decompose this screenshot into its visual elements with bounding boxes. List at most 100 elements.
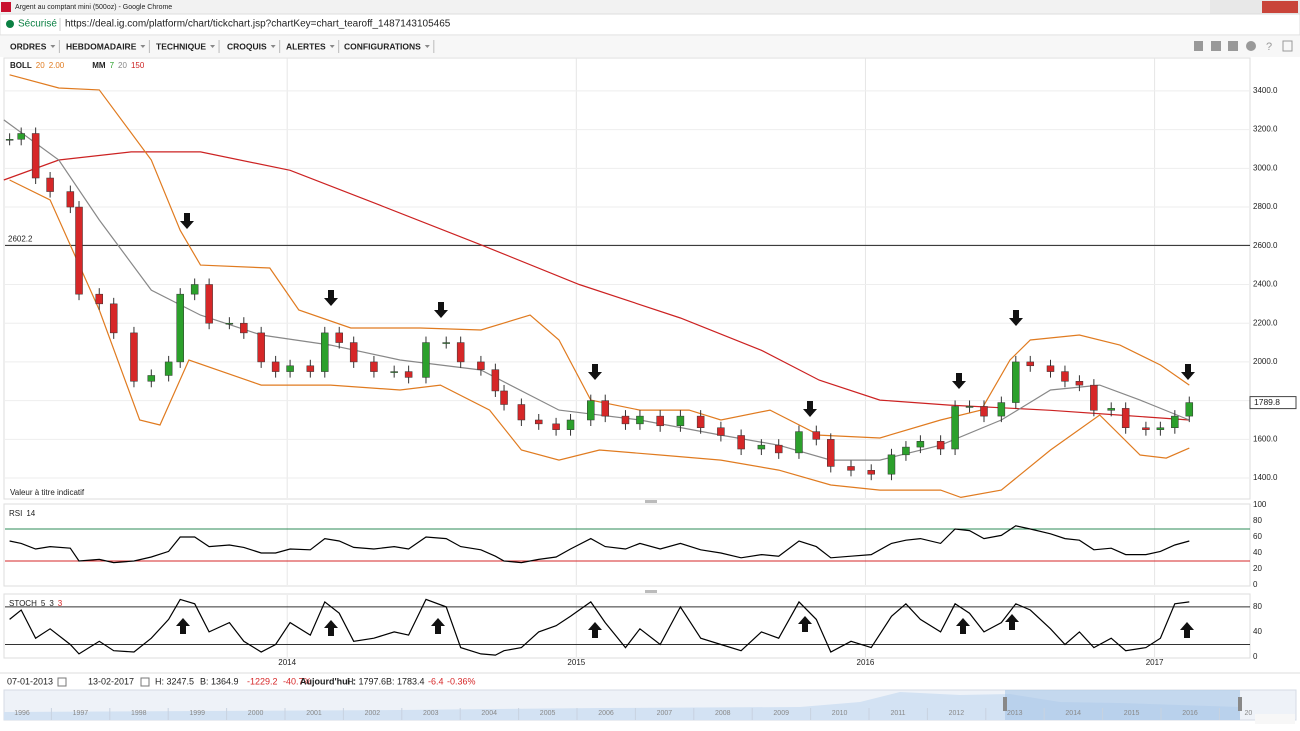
navigator-handle[interactable] [1003, 697, 1007, 711]
signal-arrow-down [952, 373, 966, 389]
rsi-panel [3, 503, 1251, 587]
dropdown-arrow [424, 45, 430, 48]
candle [566, 419, 575, 430]
close-button[interactable] [1262, 1, 1298, 13]
candle [552, 423, 560, 430]
menu-item[interactable]: ALERTES [286, 41, 326, 51]
candle [951, 406, 959, 450]
url[interactable]: https://deal.ig.com/platform/chart/tickc… [65, 19, 451, 30]
candle [190, 284, 199, 295]
panel-handle[interactable] [645, 590, 657, 593]
navigator-year: 2014 [1065, 710, 1081, 717]
legend-name: BOLL [10, 61, 32, 70]
navigator-selection[interactable] [1005, 690, 1240, 720]
navigator-year: 2002 [365, 710, 381, 717]
candle [46, 177, 54, 192]
toolbar-icons: ? [1194, 40, 1293, 53]
y-tick-label: 3200.0 [1253, 125, 1278, 134]
signal-arrow-down [180, 213, 194, 229]
navigator-year: 2001 [306, 710, 322, 717]
candle [335, 332, 343, 343]
candle [517, 404, 526, 421]
navigator-year: 2007 [657, 710, 673, 717]
candle [456, 342, 465, 363]
navigator-year: 2006 [598, 710, 614, 717]
toolbar [0, 36, 1300, 57]
candle [601, 400, 609, 417]
candle [31, 133, 40, 179]
y-tick-label: 2800.0 [1253, 202, 1278, 211]
y-tick-label: 3000.0 [1253, 163, 1278, 172]
panel-handle[interactable] [645, 500, 657, 503]
candle [109, 303, 118, 334]
candle [176, 293, 184, 363]
indicator-param: 5 [41, 599, 46, 608]
dropdown-arrow [329, 45, 335, 48]
last-price-label: 1789.8 [1254, 397, 1280, 407]
candle [656, 415, 664, 427]
icon[interactable] [1228, 41, 1238, 51]
candle [1061, 371, 1069, 382]
navigator-year: 2013 [1007, 710, 1023, 717]
change-pct: -40.7% [283, 676, 312, 686]
address-bar[interactable] [0, 13, 1300, 36]
navigator-handle[interactable] [1238, 697, 1242, 711]
y-tick-label: 40 [1253, 548, 1262, 557]
signal-arrow-up [324, 620, 338, 636]
y-tick-label: 1600.0 [1253, 434, 1278, 443]
candle [130, 332, 138, 382]
candle [442, 342, 450, 344]
y-tick-label: 2200.0 [1253, 318, 1278, 327]
icon[interactable] [1194, 41, 1203, 51]
navigator-years: 1996 1997 1998 1999 2000 2001 2002 2003 2004 2005… [14, 708, 1253, 720]
menu-item[interactable]: HEBDOMADAIRE [66, 41, 137, 51]
menu-item[interactable]: CONFIGURATIONS [344, 41, 421, 51]
low: B: 1364.9 [200, 676, 239, 686]
candle [370, 361, 378, 372]
icon[interactable] [1211, 41, 1221, 51]
x-tick-label: 2014 [278, 658, 296, 667]
dropdown-arrow [210, 45, 216, 48]
plot: 20142015201620171400.01600.01800.02000.0… [3, 58, 1297, 667]
candle [1142, 427, 1150, 430]
candle [636, 415, 644, 425]
indicator-param: 3 [58, 599, 63, 608]
candle [827, 439, 835, 467]
y-tick-label: 80 [1253, 516, 1262, 525]
candle [500, 390, 508, 405]
signal-arrow-down [588, 364, 602, 380]
candle [621, 415, 630, 425]
calendar-icon[interactable] [57, 677, 67, 687]
candle [75, 206, 83, 295]
candle [1121, 408, 1130, 428]
today-low: B: 1783.4 [386, 676, 425, 686]
indicator-name: RSI [9, 509, 22, 518]
menu-item[interactable]: CROQUIS [227, 41, 267, 51]
candle [847, 466, 855, 471]
icon[interactable] [1246, 41, 1256, 51]
candle [147, 375, 156, 382]
navigator-controls[interactable] [1255, 714, 1295, 724]
toolbar-items: ORDRES HEBDOMADAIRE TECHNIQUE CROQUIS ALERTE… [10, 40, 435, 53]
icon[interactable] [1282, 40, 1293, 52]
candle [17, 133, 25, 140]
calendar-icon[interactable] [140, 677, 150, 687]
date-to[interactable]: 13-02-2017 [88, 676, 134, 686]
indicator-line [9, 74, 1190, 439]
indicator-line [9, 179, 1190, 499]
y-tick-label: 2000.0 [1253, 357, 1278, 366]
y-tick-label: 2400.0 [1253, 280, 1278, 289]
signal-arrow-up [588, 622, 602, 638]
navigator-year: 20 [1245, 710, 1253, 717]
signal-arrow-down [324, 290, 338, 306]
menu-item[interactable]: TECHNIQUE [156, 41, 206, 51]
navigator-year: 2009 [773, 710, 789, 717]
candle [696, 415, 705, 428]
navigator-year: 2004 [481, 710, 497, 717]
menu-item[interactable]: ORDRES [10, 41, 47, 51]
help-icon[interactable]: ? [1266, 41, 1272, 53]
candle [349, 342, 358, 363]
date-from[interactable]: 07-01-2013 [7, 676, 53, 686]
high: H: 3247.5 [155, 676, 194, 686]
